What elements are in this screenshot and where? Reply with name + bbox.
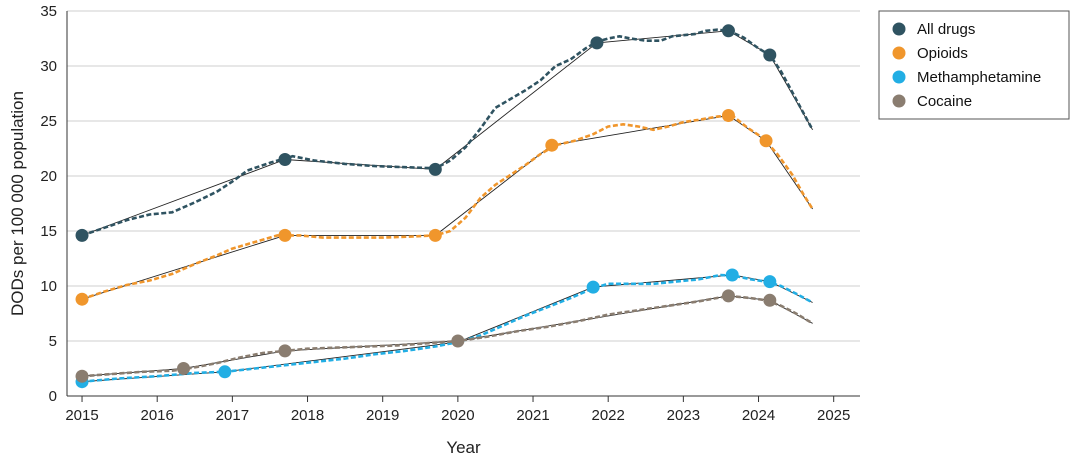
legend-marker-all-drugs — [892, 22, 906, 36]
series-opioids-joinpoint — [721, 109, 735, 122]
series-cocaine-joinpoint — [75, 369, 89, 383]
y-axis-title: DODs per 100 000 population — [8, 91, 27, 316]
series-methamphetamine-trend-line — [81, 274, 813, 383]
legend-item-opioids: Opioids — [892, 45, 968, 62]
x-tick-label: 2019 — [366, 407, 399, 424]
x-tick-label: 2025 — [817, 407, 850, 424]
series-opioids-joinpoint — [75, 292, 89, 306]
legend-item-all-drugs: All drugs — [892, 21, 975, 38]
legend-label-methamphetamine: Methamphetamine — [917, 69, 1041, 86]
series-all-drugs-joinpoint — [75, 228, 89, 242]
x-axis-title: Year — [446, 438, 481, 457]
y-tick-label: 30 — [40, 58, 57, 75]
series-cocaine — [75, 289, 814, 383]
series-opioids-joinpoint — [545, 138, 559, 152]
series-opioids-data-line — [81, 114, 814, 301]
series-methamphetamine-joinpoint — [586, 280, 600, 294]
series-all-drugs-joinpoint — [763, 48, 777, 62]
legend: All drugs Opioids Methamphetamine Cocaine — [878, 10, 1070, 120]
series-cocaine-trend-line — [81, 295, 813, 377]
legend-label-opioids: Opioids — [917, 45, 968, 62]
series-cocaine-data-line — [81, 294, 814, 378]
x-tick-label: 2024 — [742, 407, 775, 424]
series-opioids-joinpoint — [759, 134, 773, 148]
series-opioids-joinpoint — [278, 228, 292, 242]
series-methamphetamine-joinpoint — [218, 365, 232, 379]
x-tick-label: 2015 — [65, 407, 98, 424]
y-tick-label: 10 — [40, 278, 57, 295]
legend-box — [878, 10, 1070, 120]
y-tick-label: 35 — [40, 3, 57, 20]
x-tick-label: 2018 — [291, 407, 324, 424]
x-tick-label: 2016 — [141, 407, 174, 424]
series-all-drugs-data-line — [81, 28, 814, 237]
x-tick-label: 2023 — [667, 407, 700, 424]
series-cocaine-joinpoint — [177, 362, 191, 375]
y-tick-label: 0 — [49, 388, 57, 405]
legend-marker-cocaine — [892, 94, 906, 108]
series-methamphetamine-joinpoint — [725, 268, 739, 282]
x-tick-label: 2022 — [592, 407, 625, 424]
y-tick-label: 20 — [40, 168, 57, 185]
series-all-drugs-joinpoint — [428, 162, 442, 176]
series-all-drugs-joinpoint — [278, 153, 292, 166]
series-cocaine-joinpoint — [763, 293, 777, 307]
series-all-drugs-joinpoint — [721, 24, 735, 38]
series-all-drugs — [75, 24, 814, 242]
series-cocaine-joinpoint — [451, 334, 465, 348]
x-tick-label: 2021 — [516, 407, 549, 424]
legend-marker-methamphetamine — [892, 70, 906, 84]
legend-label-all-drugs: All drugs — [917, 21, 975, 38]
y-tick-label: 15 — [40, 223, 57, 240]
legend-label-cocaine: Cocaine — [917, 93, 972, 110]
legend-marker-opioids — [892, 46, 906, 60]
series-cocaine-joinpoint — [721, 289, 735, 303]
legend-item-cocaine: Cocaine — [892, 93, 972, 110]
y-tick-label: 25 — [40, 113, 57, 130]
series-opioids-joinpoint — [428, 228, 442, 242]
series-cocaine-joinpoint — [278, 344, 292, 358]
series-methamphetamine-data-line — [81, 273, 814, 383]
legend-item-methamphetamine: Methamphetamine — [892, 69, 1041, 86]
grid-lines — [67, 10, 860, 397]
series-all-drugs-joinpoint — [590, 36, 604, 50]
series-methamphetamine-joinpoint — [763, 275, 777, 289]
series-group — [75, 24, 814, 389]
x-tick-label: 2020 — [441, 407, 474, 424]
x-tick-label: 2017 — [216, 407, 249, 424]
series-opioids-trend-line — [81, 115, 813, 300]
y-tick-label: 5 — [49, 333, 57, 350]
series-opioids — [75, 109, 814, 306]
